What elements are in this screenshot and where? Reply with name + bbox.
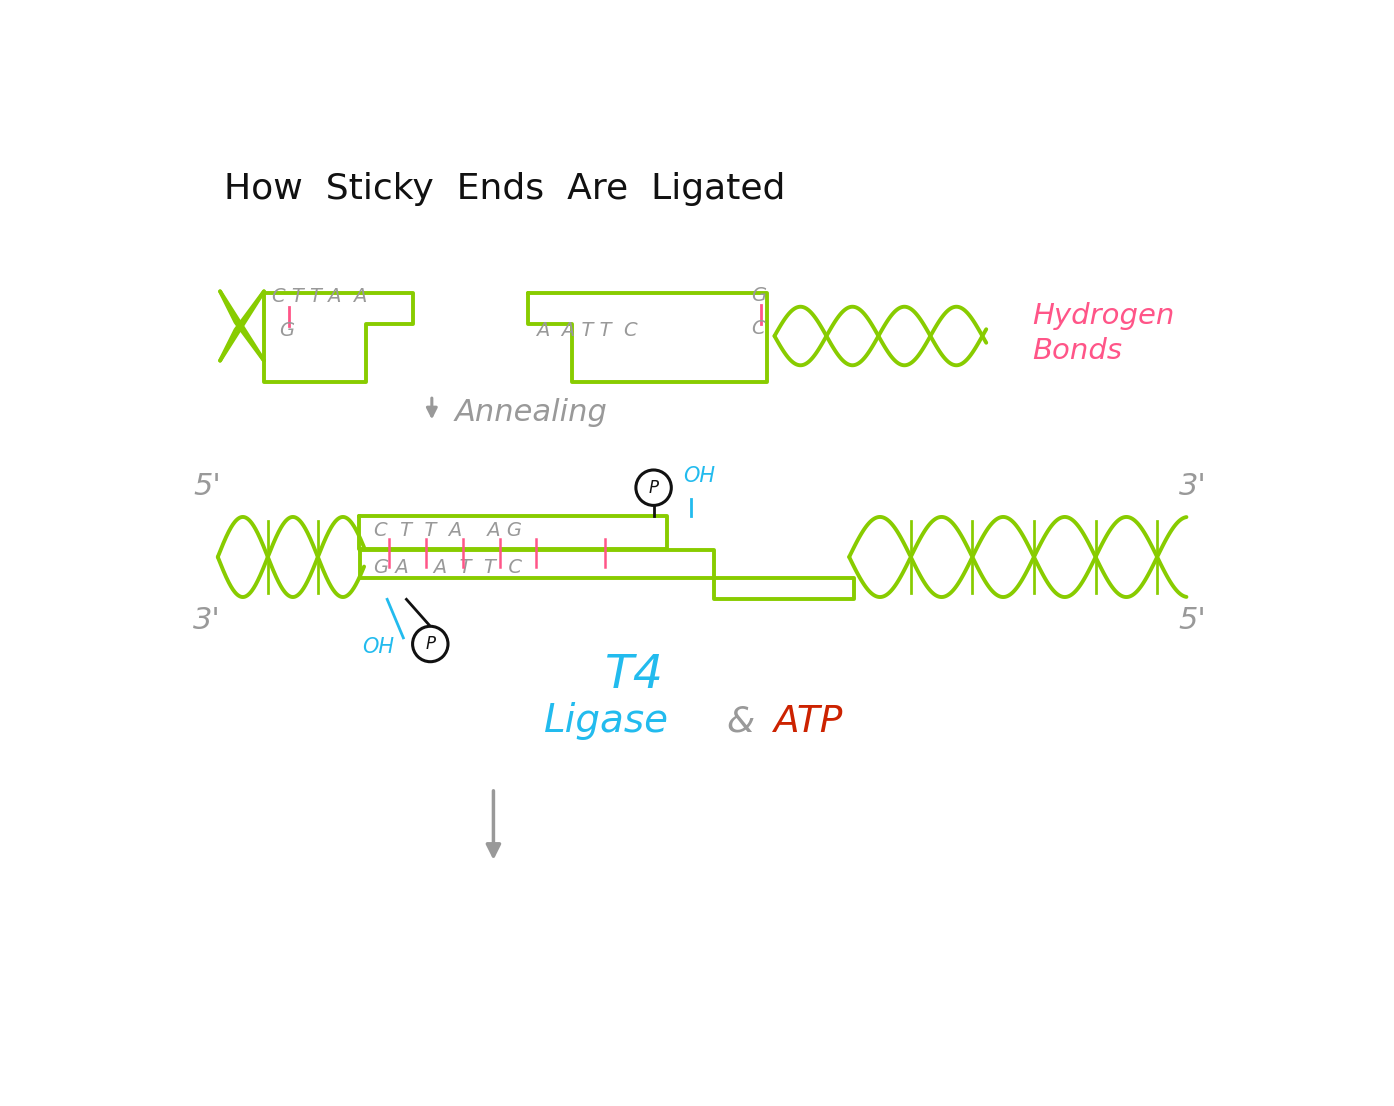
Text: Annealing: Annealing — [454, 398, 608, 427]
Text: P: P — [648, 479, 658, 497]
Text: 3': 3' — [1179, 472, 1206, 501]
Text: OH: OH — [362, 637, 395, 657]
Text: G A    A  T  T  C: G A A T T C — [374, 559, 523, 577]
Text: &: & — [726, 705, 754, 739]
Text: G: G — [279, 321, 294, 340]
Text: C T T A  A: C T T A A — [272, 288, 367, 306]
Text: C: C — [751, 320, 765, 338]
Text: T4: T4 — [605, 653, 664, 698]
Circle shape — [636, 470, 672, 505]
Text: ATP: ATP — [775, 703, 843, 740]
Text: C  T  T  A    A G: C T T A A G — [374, 521, 523, 540]
Text: OH: OH — [683, 466, 715, 486]
Text: A  A T T  C: A A T T C — [535, 321, 637, 340]
Text: Hydrogen
Bonds: Hydrogen Bonds — [1033, 302, 1175, 365]
Text: 5': 5' — [194, 472, 220, 501]
Text: How  Sticky  Ends  Are  Ligated: How Sticky Ends Are Ligated — [224, 173, 785, 206]
Text: Ligase: Ligase — [544, 702, 669, 740]
Text: 3': 3' — [194, 606, 220, 635]
Text: P: P — [425, 635, 435, 653]
Text: G: G — [751, 285, 767, 304]
Text: 5': 5' — [1179, 606, 1206, 635]
Circle shape — [413, 626, 447, 661]
